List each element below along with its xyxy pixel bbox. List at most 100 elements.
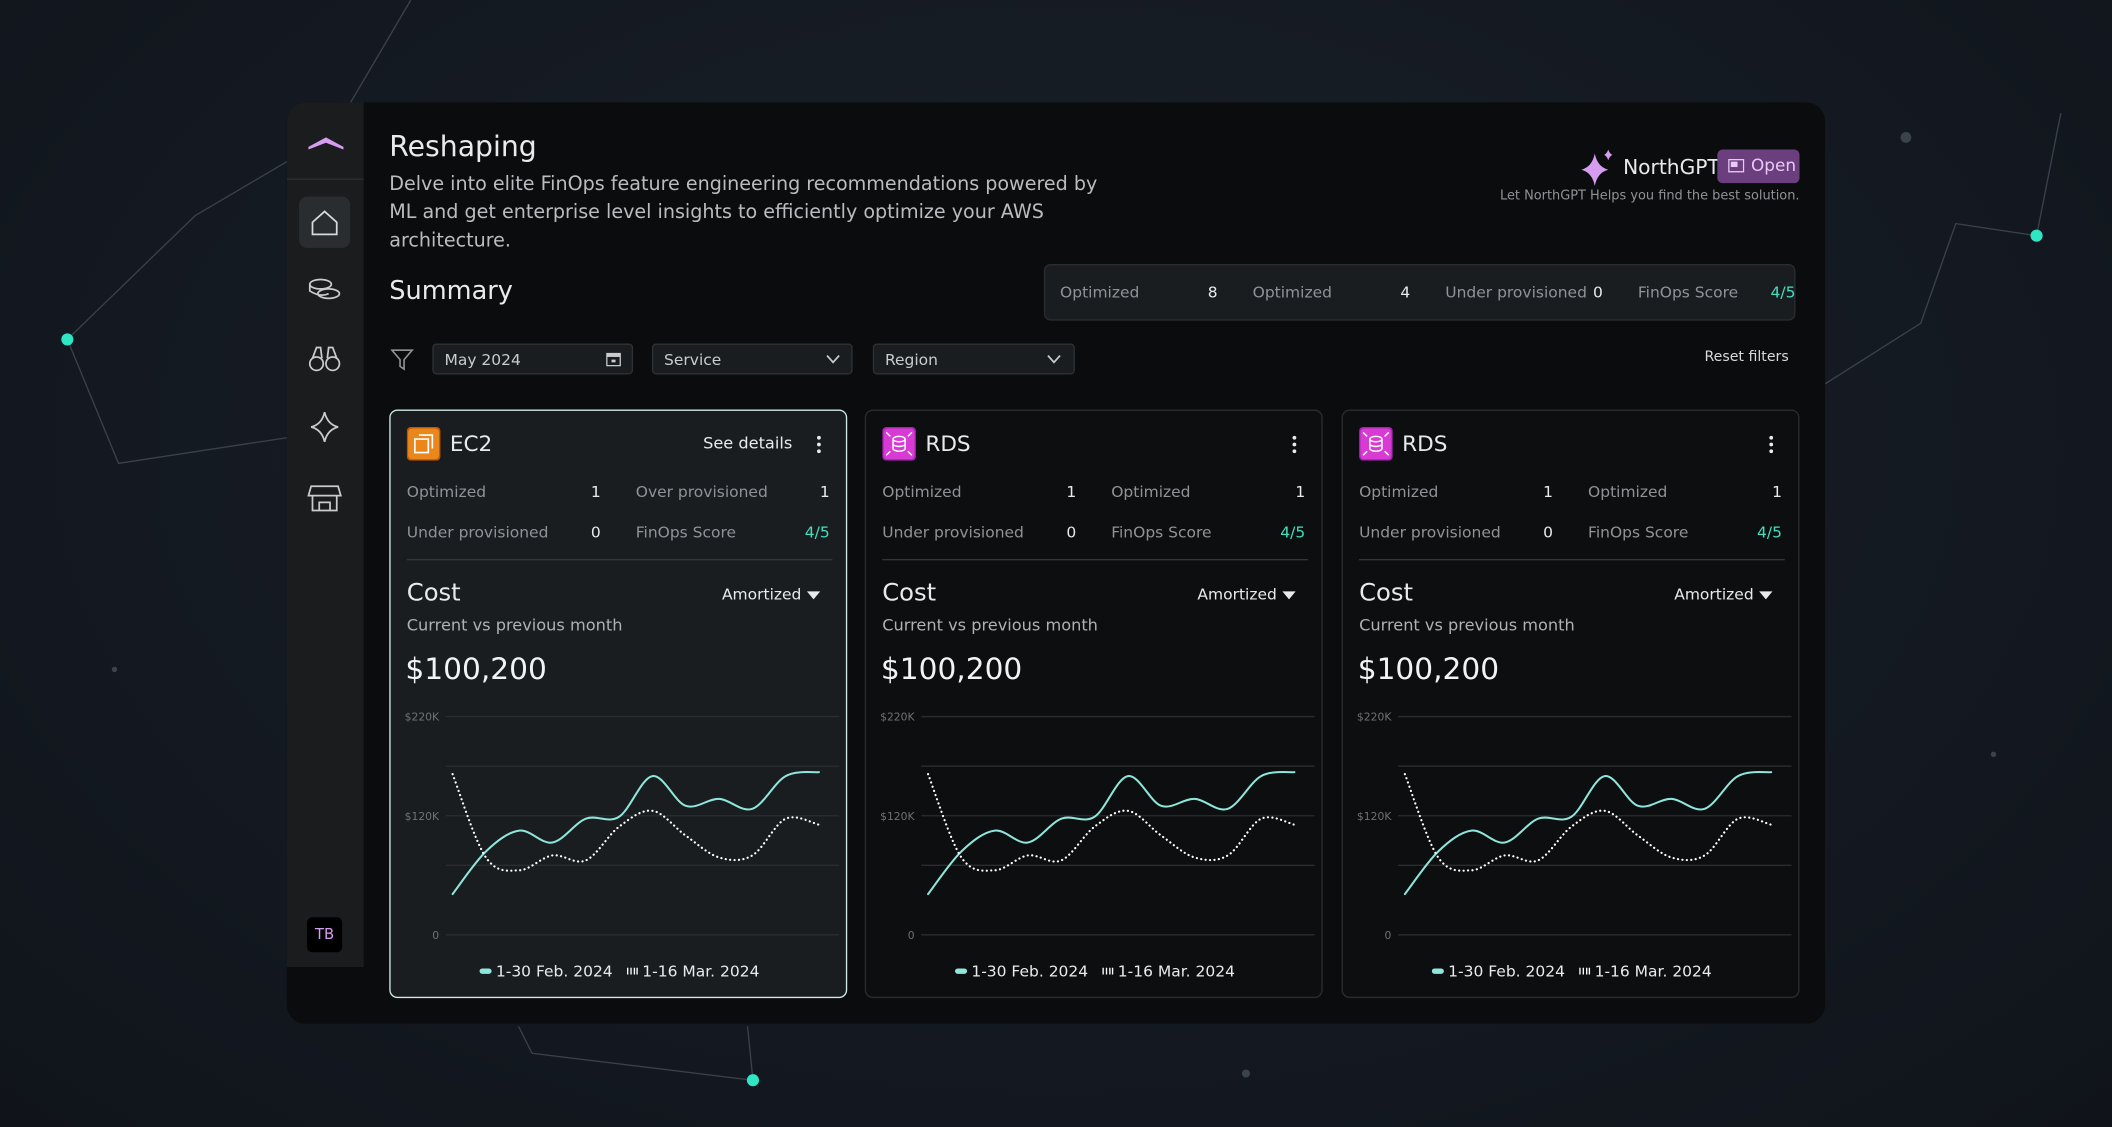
legend: 1-30 Feb. 2024 1-16 Mar. 2024 [391,962,849,981]
series-line [926,773,1296,872]
dot [1769,442,1774,447]
logo [308,137,344,150]
icon-glyph [885,431,913,456]
reset-filters[interactable]: Reset filters [1704,348,1789,366]
legend-swatch [479,968,492,974]
stat-label: Optimized [882,482,962,502]
service-card[interactable]: RDS Optimized 1 Optimized 1 Under provisioned… [864,409,1324,999]
stat-label: Under provisioned [406,522,549,542]
more-menu[interactable] [1290,435,1298,454]
store-icon[interactable] [307,485,342,512]
binoculars-icon[interactable] [308,346,341,372]
cost-mode[interactable]: Amortized [1197,584,1277,604]
icon-face [883,428,915,460]
icon-glyph [1362,431,1390,456]
legend-item: 1-16 Mar. 2024 [1102,962,1235,981]
stat-label: Optimized [1111,482,1191,502]
cost-title: Cost [882,579,937,608]
summary-stat-label: FinOps Score [1637,282,1739,302]
filter-icon[interactable] [390,348,415,372]
cost-subtitle: Current vs previous month [1359,615,1575,635]
stat-label: Optimized [1588,482,1668,502]
series-line [451,771,820,896]
region-filter[interactable]: Region [872,343,1075,375]
summary-stat-value: 8 [1207,282,1218,302]
service-card[interactable]: EC2 See details Optimized 1 Over provisioned… [389,409,849,999]
cost-mode[interactable]: Amortized [1674,584,1754,604]
y-tick-label: $220K [880,711,915,724]
stat-label: Under provisioned [1359,522,1501,542]
swatch-fill [955,968,968,974]
page-description: Delve into elite FinOps feature engineer… [389,173,1098,252]
open-icon [1728,158,1745,173]
legend-label: 1-30 Feb. 2024 [971,961,1089,981]
y-tick-label: $120K [405,810,440,823]
divider [406,558,833,561]
icon-glyph [414,434,434,454]
legend-swatch [1102,967,1114,975]
caret [806,591,821,600]
y-tick-label: 0 [1385,929,1392,942]
cost-title: Cost [1359,579,1413,608]
service-filter[interactable]: Service [651,343,853,375]
assistant-name: NorthGPT [1623,154,1720,180]
icon-face [1360,428,1392,460]
caret-shape [1759,591,1773,600]
stat-label: FinOps Score [1111,522,1212,542]
y-tick-label: $120K [1357,810,1392,823]
service-icon [406,426,441,461]
open-button[interactable]: Open [1717,149,1800,184]
avatar[interactable]: TB [307,917,343,953]
stat-label: Optimized [1359,482,1439,502]
stat-value: 1 [1066,482,1077,502]
legend-label: 1-16 Mar. 2024 [1594,961,1712,981]
page-title: Reshaping [389,130,537,163]
sparkle-icon[interactable] [310,411,339,443]
cost-value: $100,200 [880,653,1023,687]
legend-swatch [1579,967,1590,975]
more-menu[interactable] [815,435,823,454]
cost-chart: $220K $120K 0 [1357,711,1792,942]
see-details[interactable]: See details [703,433,793,453]
service-card[interactable]: RDS Optimized 1 Optimized 1 Under provisioned… [1341,409,1800,999]
legend-swatch [1432,968,1445,974]
swatch-fill [479,968,492,974]
divider [1359,558,1785,561]
dot [1292,449,1297,454]
y-tick-label: 0 [432,929,439,942]
y-tick-label: $120K [880,810,915,823]
stat-label: FinOps Score [1588,522,1689,542]
series-line [1403,771,1773,896]
legend-item: 1-16 Mar. 2024 [626,962,759,981]
summary-stat-value: 4 [1400,282,1411,302]
stat-value: 0 [1543,522,1554,542]
caret [1759,591,1773,600]
stat-value: 4/5 [804,522,830,542]
stat-label: Under provisioned [882,522,1024,542]
summary-box: Optimized 8 Optimized 4 Under provisioned 0 Fi… [1043,264,1796,321]
legend: 1-30 Feb. 2024 1-16 Mar. 2024 [866,962,1324,981]
region-filter-label: Region [884,350,938,370]
dot [1292,435,1297,440]
cost-subtitle: Current vs previous month [882,615,1098,635]
legend-item: 1-30 Feb. 2024 [955,962,1088,981]
service-icon [882,426,916,461]
service-name: RDS [1402,431,1448,457]
sidebar: TB [286,102,364,968]
y-tick-label: 0 [908,929,915,942]
more-menu[interactable] [1767,435,1775,454]
cost-mode[interactable]: Amortized [721,584,802,604]
stat-value: 1 [590,482,601,502]
legend-item: 1-30 Feb. 2024 [479,962,613,981]
divider [882,558,1308,561]
date-filter[interactable]: May 2024 [432,343,634,375]
service-name: RDS [925,431,971,457]
stat-value: 1 [819,482,830,502]
sidebar-icons [286,137,364,512]
stat-label: Over provisioned [635,482,768,502]
home-button[interactable] [299,196,351,248]
coins-icon[interactable] [308,278,341,300]
dot [1769,435,1774,440]
icon-face [408,428,440,460]
stat-value: 0 [1066,522,1077,542]
